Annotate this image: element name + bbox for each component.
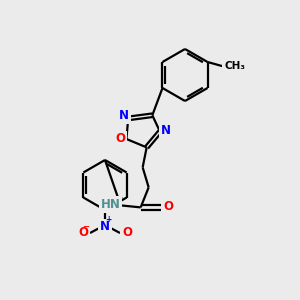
Text: O: O <box>78 226 88 239</box>
Text: N: N <box>161 124 171 137</box>
Text: O: O <box>164 200 174 213</box>
Text: +: + <box>105 215 111 224</box>
Text: HN: HN <box>101 198 121 211</box>
Text: O: O <box>116 133 125 146</box>
Text: O: O <box>122 226 132 239</box>
Text: N: N <box>100 220 110 233</box>
Text: CH₃: CH₃ <box>224 61 245 71</box>
Text: −: − <box>82 223 89 232</box>
Text: N: N <box>119 109 129 122</box>
